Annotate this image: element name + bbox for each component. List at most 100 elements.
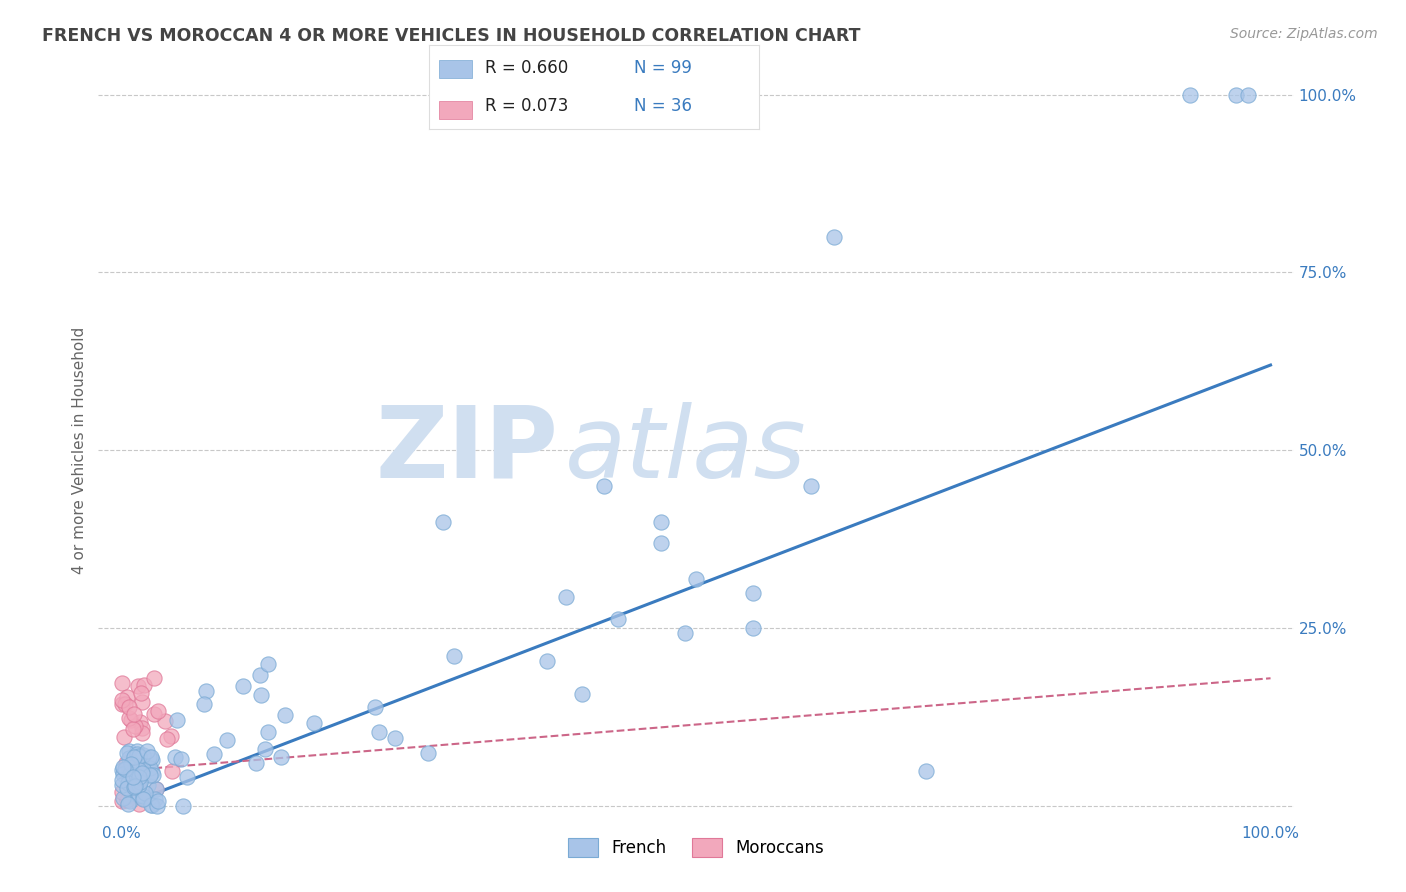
Point [111, 785, 134, 799]
Point [249, 667, 271, 681]
Text: FRENCH VS MOROCCAN 4 OR MORE VEHICLES IN HOUSEHOLD CORRELATION CHART: FRENCH VS MOROCCAN 4 OR MORE VEHICLES IN… [42, 27, 860, 45]
Point [1225, 87, 1247, 102]
Point [141, 797, 163, 812]
Point [132, 790, 155, 805]
Point [128, 797, 150, 811]
Point [742, 586, 765, 600]
Point [194, 684, 217, 698]
Text: Source: ZipAtlas.com: Source: ZipAtlas.com [1230, 27, 1378, 41]
Point [156, 731, 179, 746]
Point [118, 751, 141, 765]
Point [138, 790, 160, 805]
Point [128, 778, 150, 792]
Point [136, 778, 159, 792]
Point [129, 761, 152, 775]
Point [650, 536, 672, 550]
Point [120, 756, 142, 771]
Point [443, 648, 465, 663]
Point [110, 772, 132, 787]
Point [114, 697, 136, 711]
Point [146, 794, 169, 808]
Point [141, 764, 163, 779]
Point [128, 763, 150, 777]
Point [232, 679, 254, 693]
Point [145, 792, 167, 806]
Point [823, 230, 845, 244]
Point [1178, 87, 1201, 102]
Point [650, 515, 672, 529]
Point [122, 775, 145, 789]
Point [134, 786, 156, 800]
Point [132, 789, 155, 804]
Point [160, 729, 183, 743]
Point [124, 719, 146, 733]
Point [111, 767, 134, 781]
Point [257, 725, 280, 739]
Point [138, 761, 160, 775]
Point [114, 756, 136, 770]
Point [132, 792, 155, 806]
Point [141, 749, 163, 764]
Point [122, 749, 145, 764]
Point [118, 699, 141, 714]
Point [111, 778, 134, 792]
Point [111, 697, 134, 711]
Point [145, 782, 167, 797]
Point [254, 742, 277, 756]
Point [129, 685, 152, 699]
Point [384, 731, 406, 745]
Point [250, 688, 273, 702]
Y-axis label: 4 or more Vehicles in Household: 4 or more Vehicles in Household [72, 326, 87, 574]
Point [121, 770, 143, 784]
Point [146, 704, 169, 718]
Point [176, 770, 198, 784]
Point [120, 794, 142, 808]
Point [118, 744, 141, 758]
Point [215, 733, 238, 747]
Text: R = 0.660: R = 0.660 [485, 59, 568, 77]
Point [166, 714, 188, 728]
Point [127, 747, 149, 761]
Point [607, 612, 630, 626]
Point [143, 671, 166, 685]
Point [139, 797, 162, 812]
Point [138, 749, 160, 764]
Point [120, 776, 142, 790]
Point [125, 744, 148, 758]
Legend: French, Moroccans: French, Moroccans [561, 831, 831, 864]
Text: N = 36: N = 36 [634, 97, 692, 115]
Point [172, 799, 194, 814]
Point [145, 782, 167, 797]
Point [131, 747, 153, 762]
Point [111, 692, 134, 706]
Point [131, 765, 153, 780]
Point [114, 762, 136, 776]
Point [416, 746, 439, 760]
Point [245, 756, 267, 770]
Point [112, 731, 135, 745]
Point [110, 763, 132, 777]
Point [112, 760, 135, 774]
Point [121, 723, 143, 737]
Point [145, 799, 167, 814]
Point [273, 707, 295, 722]
Point [163, 750, 186, 764]
Point [554, 591, 576, 605]
Point [115, 746, 138, 760]
Point [685, 572, 707, 586]
Point [202, 747, 225, 761]
Point [111, 676, 134, 690]
Point [115, 780, 138, 795]
Point [131, 695, 153, 709]
Point [115, 690, 138, 704]
Point [673, 626, 696, 640]
Point [120, 713, 142, 727]
Point [131, 726, 153, 740]
Point [132, 678, 155, 692]
FancyBboxPatch shape [439, 101, 472, 120]
Point [128, 789, 150, 804]
Point [117, 776, 139, 790]
Point [742, 622, 765, 636]
Point [131, 721, 153, 735]
Point [593, 479, 616, 493]
